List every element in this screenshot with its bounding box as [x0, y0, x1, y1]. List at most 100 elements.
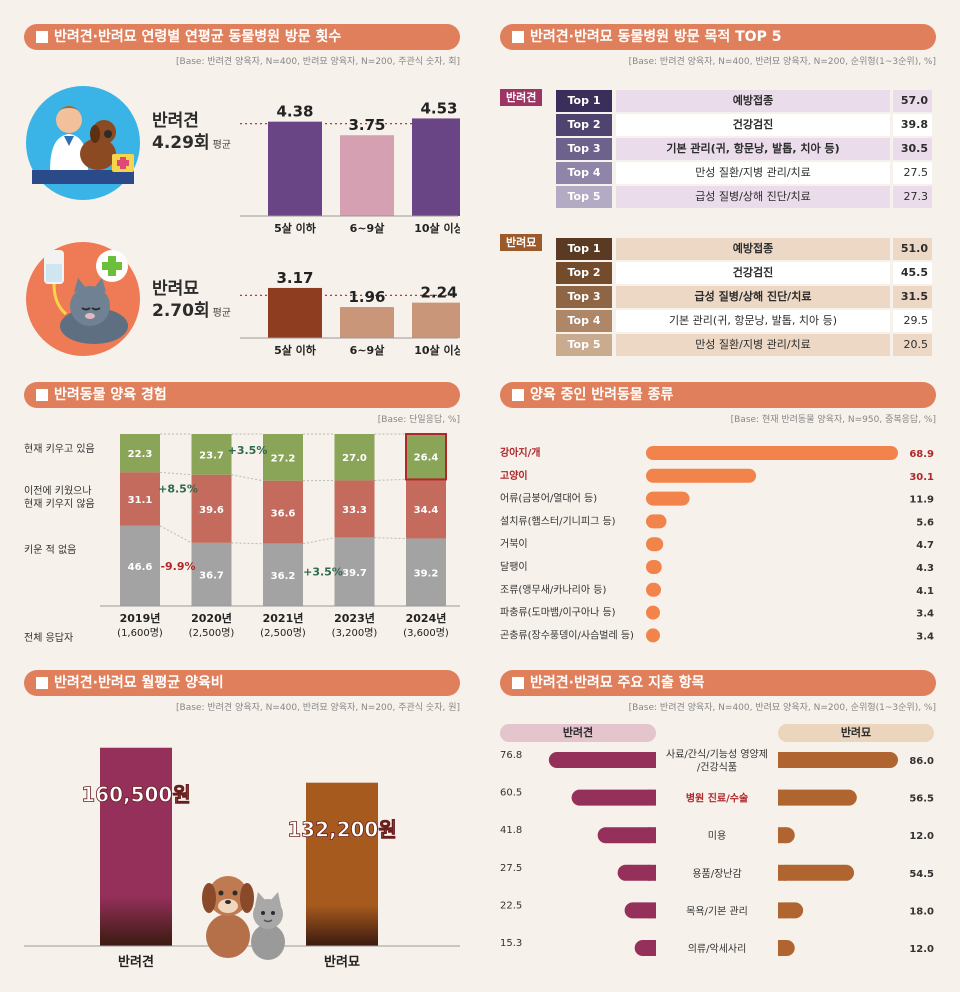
experience-value-label: 22.3	[128, 449, 153, 460]
spend-category-label: /건강식품	[697, 762, 737, 774]
purpose-name: 건강검진	[616, 114, 890, 136]
purpose-name: 만성 질환/지병 관리/치료	[616, 334, 890, 356]
experience-segment	[120, 434, 160, 473]
visit-value-label: 2.24	[420, 284, 457, 302]
spend-dog-bar-end	[648, 752, 656, 768]
dog-average: 반려견 4.29회 평균	[152, 110, 231, 157]
visit-category-label: 10살 이상	[414, 221, 460, 234]
visit-bar	[412, 302, 460, 338]
purpose-rank: Top 4	[556, 162, 612, 184]
purpose-rank: Top 5	[556, 186, 612, 208]
purpose-title: 반려견·반려묘 동물병원 방문 목적 TOP 5	[500, 24, 936, 50]
spend-cat-bar-end	[778, 940, 786, 956]
spend-dog-header: 반려견	[500, 724, 656, 742]
purpose-rank: Top 3	[556, 286, 612, 308]
experience-value-label: 39.6	[199, 505, 224, 516]
spend-dog-value-label: 27.5	[500, 863, 522, 874]
experience-value-label: 39.7	[342, 568, 367, 579]
species-bar	[646, 514, 667, 529]
spend-dog-value-label: 76.8	[500, 750, 522, 761]
row-label-never: 키운 적 없음	[24, 545, 77, 556]
purpose-rank: Top 1	[556, 90, 612, 112]
experience-sample-label: (2,500명)	[260, 627, 306, 639]
purpose-rank: Top 3	[556, 138, 612, 160]
connector-line	[374, 478, 407, 481]
spend-dog-bar	[597, 827, 656, 844]
experience-year-label: 2023년	[334, 611, 375, 625]
species-bar	[646, 628, 660, 643]
species-value-label: 3.4	[916, 609, 934, 620]
purpose-rank: Top 2	[556, 114, 612, 136]
purpose-dog-table: Top 1 예방접종 57.0 Top 2 건강검진 39.8 Top 3 기본 관리(귀, …	[556, 90, 932, 210]
highlight-box	[405, 433, 447, 481]
spend-chart: 76.8 86.0 사료/간식/기능성 영양제/건강식품 60.5 56.5 병원 진료/…	[500, 749, 934, 956]
purpose-row: Top 5 만성 질환/지병 관리/치료 20.5	[556, 334, 932, 356]
species-panel: 양육 중인 반려동물 종류 [Base: 현재 반려동물 양육자, N=950,…	[500, 382, 936, 650]
species-label: 어류(금붕어/열대어 등)	[500, 493, 597, 505]
experience-segment	[334, 537, 375, 606]
purpose-name: 예방접종	[616, 90, 890, 112]
experience-value-label: 36.2	[271, 571, 296, 582]
spend-category-label: 사료/간식/기능성 영양제	[666, 749, 768, 761]
visit-bar	[268, 121, 322, 216]
purpose-name: 기본 관리(귀, 항문낭, 발톱, 치아 등)	[616, 310, 890, 332]
experience-segment	[191, 474, 232, 543]
spend-dog-bar-end	[648, 864, 656, 881]
purpose-row: Top 4 만성 질환/지병 관리/치료 27.5	[556, 162, 932, 184]
change-annotation: +3.5%	[303, 566, 343, 579]
visit-category-label: 5살 이하	[274, 343, 317, 357]
species-bar	[646, 537, 664, 552]
cost-panel: 반려견·반려묘 월평균 양육비 [Base: 반려견 양육자, N=400, 반…	[24, 670, 460, 980]
purpose-row: Top 3 급성 질병/상해 진단/치료 31.5	[556, 286, 932, 308]
experience-year-label: 2020년	[191, 611, 232, 625]
experience-segment	[406, 538, 446, 606]
experience-segment	[191, 542, 232, 606]
purpose-row: Top 3 기본 관리(귀, 항문낭, 발톱, 치아 등) 30.5	[556, 138, 932, 160]
purpose-rank: Top 2	[556, 262, 612, 284]
experience-segment	[406, 434, 446, 480]
cost-bar	[100, 747, 172, 946]
experience-value-label: 27.0	[342, 453, 367, 464]
spend-dog-bar	[617, 864, 656, 881]
spend-category-label: 용품/장난감	[692, 868, 741, 880]
species-label: 고양이	[500, 469, 528, 482]
visit-category-label: 6~9살	[350, 221, 385, 234]
species-title: 양육 중인 반려동물 종류	[500, 382, 936, 408]
purpose-name: 건강검진	[616, 262, 890, 284]
experience-value-label: 27.2	[271, 453, 296, 464]
spend-cat-bar-end	[778, 752, 786, 768]
purpose-name: 급성 질병/상해 진단/치료	[616, 186, 890, 208]
species-value-label: 4.7	[916, 540, 934, 551]
row-label-current: 현재 키우고 있음	[24, 444, 95, 455]
purpose-name: 기본 관리(귀, 항문낭, 발톱, 치아 등)	[616, 138, 890, 160]
visits-base: [Base: 반려견 양육자, N=400, 반려묘 양육자, N=200, 주…	[176, 57, 460, 67]
visit-bar	[340, 135, 394, 216]
cat-avg-value: 2.70회	[152, 301, 210, 321]
purpose-name: 만성 질환/지병 관리/치료	[616, 162, 890, 184]
experience-title: 반려동물 양육 경험	[24, 382, 460, 408]
connector-line	[231, 542, 264, 545]
species-label: 곤충류(장수풍뎅이/사슴벌레 등)	[500, 629, 634, 641]
experience-value-label: 34.4	[414, 505, 439, 516]
spend-cat-value-label: 12.0	[909, 944, 934, 955]
connector-line	[374, 537, 407, 540]
spend-cat-bar-end	[778, 864, 786, 881]
purpose-rank: Top 4	[556, 310, 612, 332]
connector-line	[159, 471, 192, 476]
spend-dog-value-label: 60.5	[500, 788, 522, 799]
visit-category-label: 10살 이상	[414, 343, 460, 357]
spend-dog-bar	[548, 752, 656, 768]
spend-cat-bar-end	[778, 902, 786, 919]
purpose-value: 29.5	[893, 310, 932, 332]
species-value-label: 3.4	[916, 631, 934, 642]
species-label: 거북이	[500, 538, 528, 550]
experience-segment	[406, 479, 446, 539]
experience-value-label: 33.3	[342, 505, 367, 516]
spend-category-label: 미용	[708, 830, 726, 842]
cat-avg-suffix: 평균	[212, 308, 231, 319]
purpose-row: Top 4 기본 관리(귀, 항문낭, 발톱, 치아 등) 29.5	[556, 310, 932, 332]
purpose-row: Top 1 예방접종 51.0	[556, 238, 932, 260]
visit-value-label: 3.17	[276, 269, 313, 287]
change-annotation: +8.5%	[158, 482, 198, 495]
visit-category-label: 5살 이하	[274, 221, 317, 234]
